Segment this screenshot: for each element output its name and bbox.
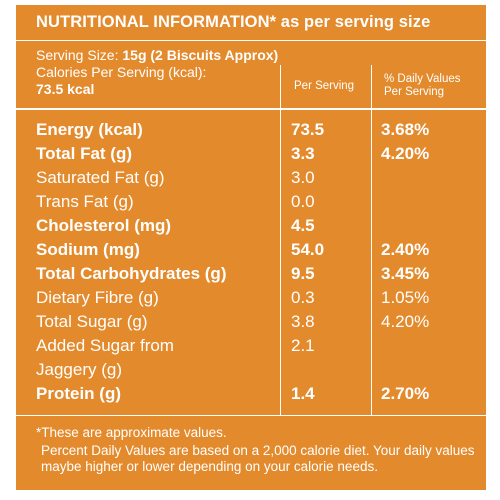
divider-header [16, 108, 486, 110]
nutrient-name: Added Sugar from [36, 336, 174, 355]
column-divider-1 [280, 65, 281, 415]
nutrient-value: 3.8 [291, 312, 315, 331]
nutrient-row: Protein (g) 1.4 2.70% [16, 384, 486, 408]
nutrient-row: Total Fat (g) 3.3 4.20% [16, 144, 486, 168]
nutrient-name: Energy (kcal) [36, 120, 143, 139]
nutrient-value: 3.0 [291, 168, 315, 187]
heading-title: NUTRITIONAL INFORMATION* [36, 13, 277, 31]
nutrient-row: Saturated Fat (g) 3.0 [16, 168, 486, 192]
divider-top [16, 40, 486, 41]
nutrient-daily-value: 2.70% [381, 384, 430, 403]
nutrient-value: 73.5 [291, 120, 325, 139]
nutrient-row: Added Sugar from 2.1 [16, 336, 486, 360]
nutrition-panel: NUTRITIONAL INFORMATION* as per serving … [16, 5, 486, 490]
nutrient-daily-value: 4.20% [381, 312, 430, 331]
nutrient-row: Dietary Fibre (g) 0.3 1.05% [16, 288, 486, 312]
nutrient-name: Total Carbohydrates (g) [36, 264, 227, 283]
nutrient-row: Cholesterol (mg) 4.5 [16, 216, 486, 240]
nutrient-row: Jaggery (g) [16, 360, 486, 384]
nutrient-value: 2.1 [291, 336, 315, 355]
nutrient-value: 3.3 [291, 144, 315, 163]
calories-label: Calories Per Serving (kcal): [36, 64, 207, 80]
serving-size: Serving Size: 15g (2 Biscuits Approx) [36, 47, 278, 63]
nutrient-row: Sodium (mg) 54.0 2.40% [16, 240, 486, 264]
nutrient-name: Protein (g) [36, 384, 121, 403]
nutrient-value: 0.3 [291, 288, 315, 307]
nutrient-name: Saturated Fat (g) [36, 168, 165, 187]
nutrient-row: Total Carbohydrates (g) 9.5 3.45% [16, 264, 486, 288]
nutrient-value: 9.5 [291, 264, 315, 283]
column-divider-2 [371, 65, 372, 415]
nutrient-row: Trans Fat (g) 0.0 [16, 192, 486, 216]
nutrient-daily-value: 2.40% [381, 240, 430, 259]
serving-size-label: Serving Size: [36, 47, 123, 63]
serving-size-value: 15g (2 Biscuits Approx) [122, 47, 279, 63]
heading-suffix: as per serving size [276, 13, 431, 31]
column-header-per-serving: Per Serving [294, 80, 355, 92]
nutrient-value: 4.5 [291, 216, 315, 235]
nutrient-value: 0.0 [291, 192, 315, 211]
nutrient-name: Total Fat (g) [36, 144, 132, 163]
nutrient-daily-value: 3.68% [381, 120, 430, 139]
nutrient-name: Sodium (mg) [36, 240, 140, 259]
nutrient-name: Trans Fat (g) [36, 192, 134, 211]
footnote: *These are approximate values. [36, 425, 227, 440]
nutrient-name: Dietary Fibre (g) [36, 288, 159, 307]
nutrient-daily-value: 3.45% [381, 264, 430, 283]
nutrient-name: Total Sugar (g) [36, 312, 148, 331]
nutrient-name: Jaggery (g) [36, 360, 122, 379]
nutrient-row: Total Sugar (g) 3.8 4.20% [16, 312, 486, 336]
nutrition-heading: NUTRITIONAL INFORMATION* as per serving … [36, 13, 430, 32]
disclaimer: Percent Daily Values are based on a 2,00… [41, 443, 475, 474]
nutrient-daily-value: 4.20% [381, 144, 430, 163]
calories-value: 73.5 kcal [36, 81, 95, 97]
column-header-daily-values: % Daily Values Per Serving [384, 73, 461, 98]
nutrient-daily-value: 1.05% [381, 288, 430, 307]
nutrient-value: 1.4 [291, 384, 315, 403]
nutrient-value: 54.0 [291, 240, 325, 259]
divider-bottom [16, 415, 486, 416]
nutrient-name: Cholesterol (mg) [36, 216, 172, 235]
nutrient-row: Energy (kcal) 73.5 3.68% [16, 120, 486, 144]
